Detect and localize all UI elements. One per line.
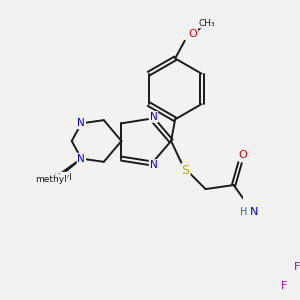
Text: methyl: methyl xyxy=(35,175,67,184)
Text: CH₃: CH₃ xyxy=(199,19,215,28)
Text: H: H xyxy=(240,206,247,217)
Text: N: N xyxy=(77,118,85,128)
Text: F: F xyxy=(281,281,287,291)
Text: N: N xyxy=(150,112,158,122)
Text: S: S xyxy=(182,164,190,177)
Text: N: N xyxy=(77,154,85,164)
Text: F: F xyxy=(294,262,300,272)
Text: methoxy: methoxy xyxy=(207,21,214,22)
Text: methyl: methyl xyxy=(40,172,72,182)
Text: O: O xyxy=(238,150,247,160)
Text: N: N xyxy=(250,206,258,217)
Text: N: N xyxy=(150,160,158,170)
Text: O: O xyxy=(188,29,197,39)
Text: methyl: methyl xyxy=(55,179,60,180)
